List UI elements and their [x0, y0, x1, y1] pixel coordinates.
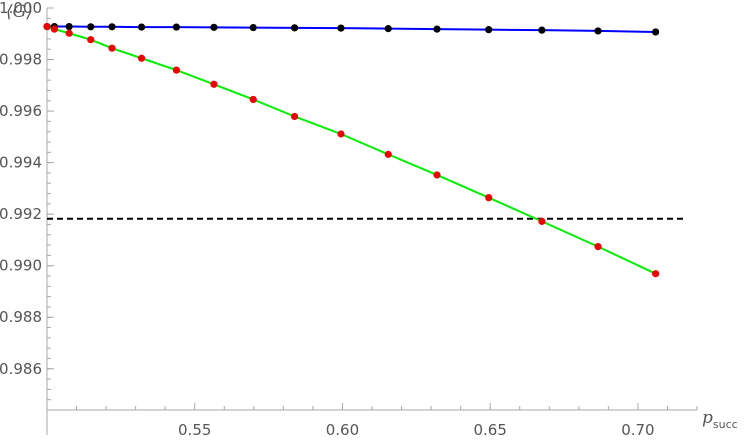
- y-tick-label: 0.996: [0, 102, 42, 120]
- series-point-1: [65, 22, 73, 31]
- series-point-2: [108, 44, 116, 52]
- y-tick-label: 0.990: [0, 257, 42, 275]
- series-point-2: [172, 66, 181, 74]
- series-point-1: [249, 23, 257, 32]
- series-point-1: [384, 25, 392, 33]
- y-tick-label: 0.992: [0, 205, 42, 223]
- x-axis-title-sub: succ: [713, 418, 738, 431]
- tick-labels: 0.55 0.60 0.65 0.70 0.986 0.988 0.990 0.992 0.99…: [0, 0, 655, 439]
- series-point-2: [65, 29, 73, 37]
- series-point-2: [337, 130, 345, 138]
- axes: [46, 8, 697, 411]
- series-point-1: [538, 26, 546, 34]
- y-tick-label: 0.994: [0, 154, 42, 172]
- series-point-1: [290, 24, 299, 32]
- series-point-1: [210, 23, 218, 31]
- series-point-1: [652, 28, 660, 36]
- x-axis-title: psucc: [702, 408, 738, 431]
- series-point-2: [210, 80, 218, 88]
- y-tick-label: 0.998: [0, 51, 42, 69]
- series-point-2: [137, 54, 146, 62]
- y-tick-label: 0.988: [0, 308, 42, 326]
- series-point-1: [108, 23, 116, 31]
- x-tick-label: 0.70: [621, 421, 654, 439]
- series-point-2: [652, 270, 660, 278]
- series-point-2: [433, 171, 441, 179]
- series-point-1: [172, 23, 181, 31]
- series-point-1: [337, 24, 345, 32]
- x-axis-title-main: p: [702, 408, 713, 428]
- y-tick-label: 1.000: [0, 0, 42, 17]
- series-point-2: [43, 22, 51, 31]
- series-point-2: [384, 150, 392, 158]
- x-tick-label: 0.60: [326, 421, 359, 439]
- series-point-2: [538, 217, 546, 225]
- series-point-2: [249, 95, 257, 104]
- x-tick-label: 0.55: [178, 421, 211, 439]
- series-point-2: [50, 25, 58, 33]
- series-group: [43, 22, 660, 278]
- series-line-2: [46, 25, 657, 275]
- series-point-1: [594, 27, 602, 35]
- y-tick-label: 0.986: [0, 360, 42, 378]
- series-point-2: [594, 243, 602, 251]
- series-point-1: [433, 25, 441, 33]
- y-axis-title: ⟨G⟩: [6, 2, 33, 22]
- series-point-1: [137, 23, 146, 31]
- series-point-1: [485, 26, 493, 34]
- series-point-2: [290, 112, 299, 121]
- series-point-2: [485, 194, 493, 202]
- series-point-1: [87, 23, 95, 31]
- x-tick-label: 0.65: [473, 421, 506, 439]
- ticks: [46, 7, 698, 435]
- series-point-2: [87, 36, 95, 44]
